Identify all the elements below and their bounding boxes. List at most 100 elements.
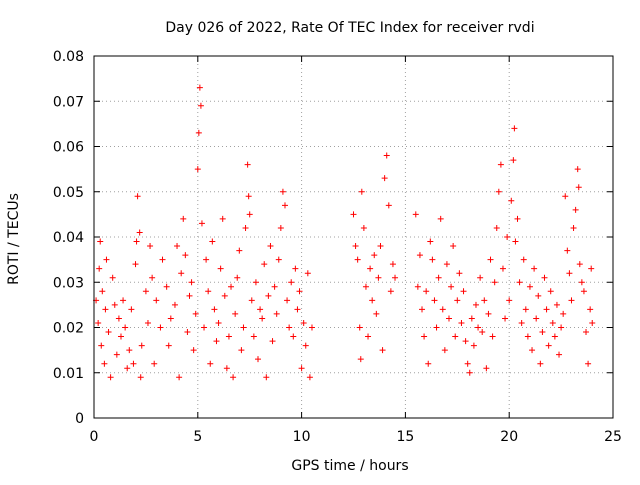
data-point-marker [524, 333, 531, 340]
data-point-marker [495, 188, 502, 195]
data-point-marker [207, 360, 214, 367]
data-point-marker [265, 292, 272, 299]
data-point-marker [371, 252, 378, 259]
y-tick-label: 0.07 [53, 94, 84, 110]
data-point-marker [587, 306, 594, 313]
data-point-marker [354, 256, 361, 263]
data-point-marker [441, 347, 448, 354]
data-point-marker [526, 283, 533, 290]
data-point-marker [102, 306, 109, 313]
data-point-marker [263, 374, 270, 381]
data-point-marker [269, 338, 276, 345]
data-point-marker [215, 319, 222, 326]
data-point-marker [475, 324, 482, 331]
x-tick-label: 0 [90, 429, 99, 445]
data-point-marker [533, 315, 540, 322]
data-point-marker [487, 256, 494, 263]
data-point-marker [250, 333, 257, 340]
data-point-marker [194, 166, 201, 173]
data-point-marker [236, 247, 243, 254]
data-point-marker [379, 347, 386, 354]
data-point-marker [358, 188, 365, 195]
data-point-marker [195, 129, 202, 136]
data-point-marker [286, 324, 293, 331]
data-point-marker [553, 301, 560, 308]
data-point-marker [375, 274, 382, 281]
data-point-marker [209, 238, 216, 245]
data-point-marker [211, 306, 218, 313]
data-point-marker [566, 270, 573, 277]
axis-ticks [93, 55, 614, 419]
data-point-marker [470, 342, 477, 349]
data-point-marker [564, 247, 571, 254]
data-point-marker [219, 215, 226, 222]
data-point-marker [182, 252, 189, 259]
data-point-marker [493, 224, 500, 231]
data-point-marker [437, 215, 444, 222]
data-point-marker [381, 175, 388, 182]
data-point-marker [138, 342, 145, 349]
data-point-marker [174, 243, 181, 250]
data-point-marker [221, 292, 228, 299]
data-point-marker [259, 315, 266, 322]
data-point-marker [510, 157, 517, 164]
data-point-marker [245, 193, 252, 200]
data-point-marker [133, 238, 140, 245]
data-point-marker [126, 347, 133, 354]
data-point-marker [485, 310, 492, 317]
data-point-marker [244, 161, 251, 168]
data-point-marker [423, 288, 430, 295]
data-point-marker [460, 288, 467, 295]
data-point-marker [98, 342, 105, 349]
data-point-marker [387, 288, 394, 295]
data-point-marker [261, 261, 268, 268]
data-point-marker [97, 238, 104, 245]
data-point-marker [279, 188, 286, 195]
data-point-marker [111, 301, 118, 308]
data-point-marker [192, 310, 199, 317]
data-point-marker [103, 256, 110, 263]
data-point-marker [144, 319, 151, 326]
data-point-marker [225, 333, 232, 340]
data-points [93, 84, 596, 381]
data-point-marker [448, 283, 455, 290]
data-point-marker [514, 215, 521, 222]
data-point-marker [232, 310, 239, 317]
data-point-marker [589, 319, 596, 326]
data-point-marker [543, 306, 550, 313]
data-point-marker [171, 301, 178, 308]
data-point-marker [356, 324, 363, 331]
data-point-marker [115, 315, 122, 322]
x-tick-label: 10 [293, 429, 311, 445]
data-point-marker [445, 315, 452, 322]
data-point-marker [433, 324, 440, 331]
data-point-marker [228, 283, 235, 290]
data-point-marker [535, 292, 542, 299]
data-point-marker [416, 252, 423, 259]
data-point-marker [117, 333, 124, 340]
data-point-marker [427, 238, 434, 245]
data-point-marker [489, 333, 496, 340]
data-point-marker [362, 283, 369, 290]
data-point-marker [522, 306, 529, 313]
data-point-marker [190, 347, 197, 354]
data-point-marker [180, 215, 187, 222]
plot-frame [93, 55, 614, 419]
y-tick-label: 0.05 [53, 185, 84, 201]
data-point-marker [558, 324, 565, 331]
data-point-marker [101, 360, 108, 367]
data-point-marker [198, 220, 205, 227]
data-point-marker [234, 274, 241, 281]
data-point-marker [373, 310, 380, 317]
data-point-marker [196, 84, 203, 91]
data-point-marker [105, 329, 112, 336]
data-point-marker [425, 360, 432, 367]
data-point-marker [537, 360, 544, 367]
data-point-marker [153, 297, 160, 304]
data-point-marker [574, 166, 581, 173]
chart-title: Day 026 of 2022, Rate Of TEC Index for r… [165, 20, 534, 36]
data-point-marker [435, 274, 442, 281]
data-point-marker [578, 279, 585, 286]
data-point-marker [217, 265, 224, 272]
data-point-marker [541, 274, 548, 281]
